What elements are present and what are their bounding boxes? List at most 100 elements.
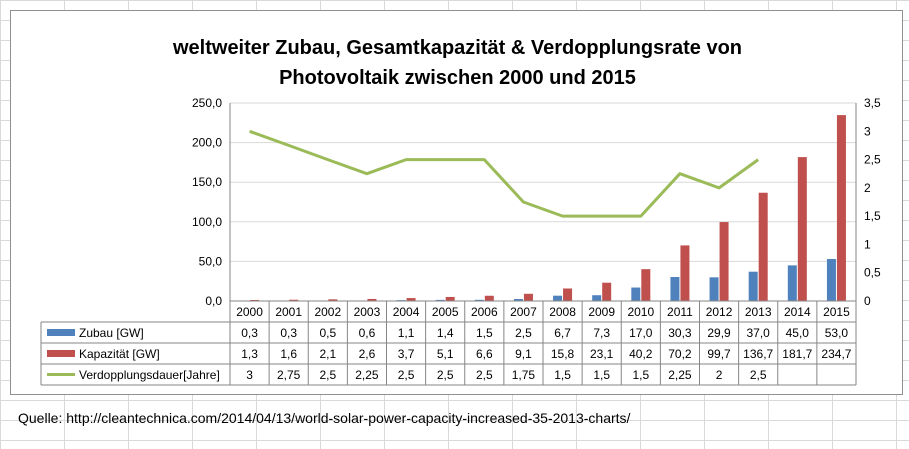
category-label: 2003: [354, 305, 381, 319]
chart-title-line-1: weltweiter Zubau, Gesamtkapazität & Verd…: [172, 37, 742, 59]
data-label: 1,5: [632, 368, 649, 382]
data-label: 0,3: [280, 326, 297, 340]
data-label: 1,5: [593, 368, 610, 382]
category-label: 2011: [667, 305, 693, 319]
data-label: 2: [716, 368, 723, 382]
zubau-bar: [748, 271, 758, 301]
data-label: 2,25: [355, 368, 379, 382]
y-right-tick-label: 0,5: [864, 266, 881, 280]
y-right-tick-label: 3: [864, 124, 871, 138]
kapazitaet-bar: [758, 192, 768, 301]
data-label: 2,6: [359, 347, 376, 361]
data-label: 2,5: [515, 326, 532, 340]
kapazitaet-bar: [641, 269, 651, 301]
data-label: 1,4: [437, 326, 454, 340]
data-label: 3,7: [398, 347, 415, 361]
verdopplung-line: [249, 129, 760, 218]
y-left-tick-label: 100,0: [192, 215, 222, 229]
data-label: 23,1: [590, 347, 614, 361]
category-label: 2014: [784, 305, 811, 319]
data-label: 0,3: [241, 326, 258, 340]
data-label: 234,7: [821, 347, 851, 361]
zubau-bar: [670, 277, 680, 301]
kapazitaet-bar: [797, 157, 807, 301]
data-label: 2,5: [437, 368, 454, 382]
kapazitaet-bar: [367, 298, 377, 301]
category-label: 2015: [823, 305, 850, 319]
zubau-bar: [435, 299, 445, 301]
y-left-tick-label: 200,0: [192, 136, 222, 150]
data-label: 1,75: [512, 368, 536, 382]
category-label: 2010: [627, 305, 654, 319]
y-right-tick-label: 2: [864, 181, 871, 195]
kapazitaet-bar: [445, 296, 455, 301]
y-right-tick-label: 1,5: [864, 209, 881, 223]
data-label: 6,7: [554, 326, 571, 340]
category-label: 2008: [549, 305, 576, 319]
category-label: 2004: [393, 305, 420, 319]
kapazitaet-bar: [836, 115, 846, 301]
data-label: 181,7: [782, 347, 812, 361]
category-label: 2007: [510, 305, 537, 319]
legend-label: Kapazität [GW]: [79, 347, 160, 361]
category-label: 2009: [588, 305, 615, 319]
data-label: 30,3: [668, 326, 692, 340]
data-label: 15,8: [551, 347, 575, 361]
category-label: 2001: [275, 305, 302, 319]
zubau-bar: [553, 295, 563, 301]
y-left-tick-label: 150,0: [192, 175, 222, 189]
legend-label: Verdopplungsdauer[Jahre]: [79, 368, 220, 382]
kapazitaet-bar: [289, 299, 299, 301]
data-label: 53,0: [825, 326, 849, 340]
data-label: 2,5: [476, 368, 493, 382]
y-left-tick-label: 50,0: [199, 254, 223, 268]
kapazitaet-bar: [680, 245, 690, 301]
category-label: 2000: [236, 305, 263, 319]
category-label: 2012: [706, 305, 733, 319]
data-label: 40,2: [629, 347, 653, 361]
data-label: 6,6: [476, 347, 493, 361]
data-label: 136,7: [743, 347, 773, 361]
chart-frame: weltweiter Zubau, Gesamtkapazität & Verd…: [10, 10, 903, 395]
data-label: 2,5: [750, 368, 767, 382]
kapazitaet-bar: [719, 222, 729, 301]
legend-key-zubau: [47, 329, 75, 336]
data-label: 99,7: [707, 347, 731, 361]
kapazitaet-bar: [563, 288, 573, 301]
zubau-bar: [709, 277, 719, 301]
kapazitaet-bar: [250, 299, 260, 301]
y-right-tick-label: 3,5: [864, 96, 881, 110]
data-label: 0,5: [319, 326, 336, 340]
data-label: 5,1: [437, 347, 454, 361]
data-label: 2,5: [398, 368, 415, 382]
data-label: 17,0: [629, 326, 653, 340]
data-label: 2,5: [319, 368, 336, 382]
chart-svg: 0,0 50,0 100,0 150,0 200,0 250,0 0 0,5 1 1,5 2 2,5 3…: [40, 96, 881, 386]
data-label: 37,0: [747, 326, 771, 340]
legend-label: Zubau [GW]: [79, 326, 144, 340]
zubau-bar: [592, 295, 602, 301]
data-label: 1,3: [241, 347, 258, 361]
y-right-tick-label: 2,5: [864, 153, 881, 167]
zubau-bar: [513, 299, 523, 301]
y-left-tick-label: 250,0: [192, 96, 222, 110]
kapazitaet-bar: [406, 298, 416, 301]
category-label: 2005: [432, 305, 459, 319]
category-label: 2002: [314, 305, 341, 319]
zubau-bar: [787, 265, 797, 301]
data-label: 0,6: [359, 326, 376, 340]
kapazitaet-bar: [602, 282, 612, 301]
zubau-bar: [826, 259, 836, 301]
data-label: 29,9: [707, 326, 731, 340]
legend-key-kapazitaet: [47, 350, 75, 357]
data-label: 2,75: [277, 368, 301, 382]
source-caption: Quelle: http://cleantechnica.com/2014/04…: [18, 410, 631, 426]
data-label: 1,6: [280, 347, 297, 361]
data-label: 7,3: [593, 326, 610, 340]
category-label: 2006: [471, 305, 498, 319]
zubau-bar: [474, 299, 484, 301]
kapazitaet-bar: [484, 295, 494, 301]
data-label: 9,1: [515, 347, 532, 361]
y-left-tick-label: 0,0: [205, 294, 222, 308]
chart-title-line-2: Photovoltaik zwischen 2000 und 2015: [279, 67, 636, 89]
